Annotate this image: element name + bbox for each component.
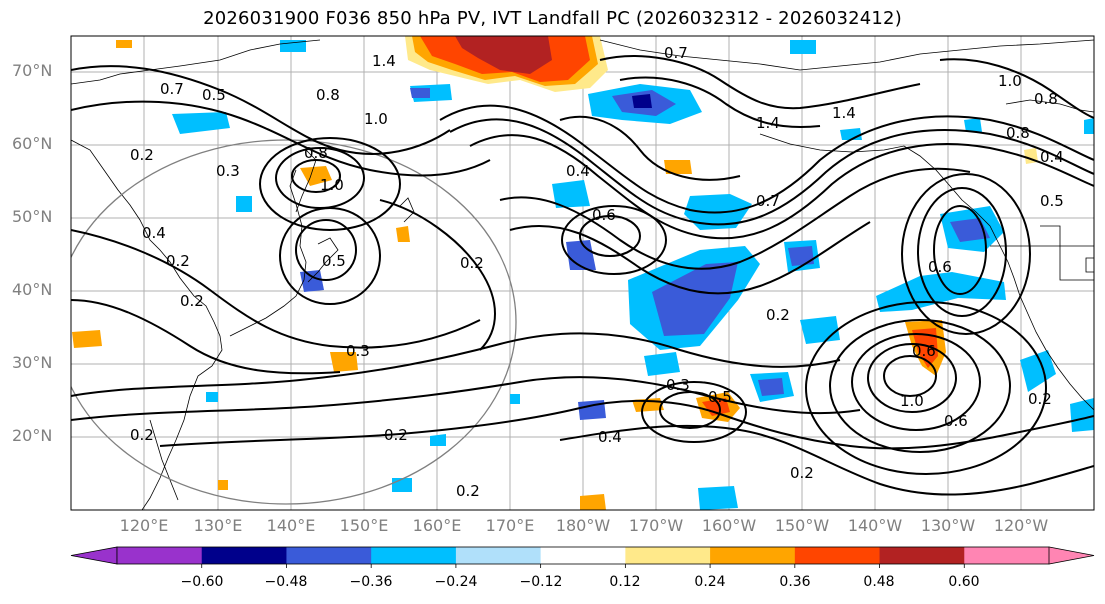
contour-label: 0.8	[316, 86, 340, 104]
contour-label: 1.0	[364, 110, 388, 128]
contour-label: 0.4	[566, 162, 590, 180]
lon-label: 130°W	[920, 516, 976, 535]
lon-label: 160°W	[701, 516, 757, 535]
contour-label: 0.6	[592, 206, 616, 224]
colorbar-tick-label: 0.12	[609, 574, 641, 590]
contour-label: 0.7	[160, 80, 184, 98]
colorbar-extend-max	[1048, 546, 1095, 565]
lat-label: 70°N	[12, 61, 53, 80]
contour-label: 0.6	[912, 342, 936, 360]
contour-label: 1.4	[756, 114, 780, 132]
contour-label: 0.2	[166, 252, 190, 270]
colorbar-frame	[116, 546, 1050, 565]
lat-label: 40°N	[12, 280, 53, 299]
colorbar-tick-label: −0.36	[349, 574, 393, 590]
contour-labels: 0.7 0.5 1.4 1.0 0.8 0.7 0.6 0.8 0.5 0.4 …	[130, 44, 1064, 500]
colorbar-segment	[286, 547, 372, 564]
contour-label: 0.2	[1028, 390, 1052, 408]
lon-label: 170°E	[485, 516, 535, 535]
colorbar-tick-label: 0.48	[863, 574, 895, 590]
contour-label: 0.2	[130, 426, 154, 444]
contour-label: 0.2	[460, 254, 484, 272]
contour-label: 1.0	[900, 392, 924, 410]
lon-label: 170°W	[628, 516, 684, 535]
pv-negative-shading	[172, 40, 1094, 510]
colorbar-extend-min	[70, 546, 118, 565]
contour-label: 1.0	[998, 72, 1022, 90]
lon-label: 140°E	[266, 516, 316, 535]
contour-label: 1.4	[832, 104, 856, 122]
contour-label: 0.3	[346, 342, 370, 360]
contour-label: 0.5	[202, 86, 226, 104]
colorbar-tick-label: 0.24	[694, 574, 726, 590]
contour-label: 0.7	[756, 192, 780, 210]
contour-label: 0.8	[304, 144, 328, 162]
contour-label: 0.2	[180, 292, 204, 310]
contour-label: 0.4	[142, 224, 166, 242]
lon-label: 130°E	[193, 516, 243, 535]
plot-frame	[70, 35, 1095, 511]
lon-label: 150°W	[774, 516, 830, 535]
colorbar-segment	[625, 547, 711, 564]
contour-label: 0.3	[216, 162, 240, 180]
colorbar-segment	[964, 547, 1050, 564]
coastlines	[71, 39, 1094, 510]
contour-label: 1.0	[320, 176, 344, 194]
contour-label: 0.5	[322, 252, 346, 270]
colorbar-tick-label: 0.36	[779, 574, 811, 590]
colorbar-tick-label: −0.24	[434, 574, 478, 590]
contour-label: 0.2	[790, 464, 814, 482]
lat-label: 50°N	[12, 207, 53, 226]
pv-positive-shading	[72, 36, 1038, 510]
colorbar-tick-label: −0.48	[264, 574, 308, 590]
contour-label: 0.5	[1040, 192, 1064, 210]
ivt-contours	[71, 55, 1094, 496]
lon-label: 140°W	[847, 516, 903, 535]
lon-label: 160°E	[412, 516, 462, 535]
contour-label: 0.2	[456, 482, 480, 500]
colorbar-segment	[117, 547, 203, 564]
colorbar-segment	[540, 547, 626, 564]
contour-label: 0.2	[130, 146, 154, 164]
lat-label: 20°N	[12, 426, 53, 445]
lon-label: 150°E	[339, 516, 389, 535]
colorbar-segment	[455, 547, 542, 564]
lat-label: 30°N	[12, 353, 53, 372]
colorbar-segment	[710, 547, 796, 564]
contour-label: 0.8	[1034, 90, 1058, 108]
contour-label: 0.3	[666, 376, 690, 394]
colorbar-segment	[201, 547, 287, 564]
map-title: 2026031900 F036 850 hPa PV, IVT Landfall…	[203, 8, 902, 29]
lon-label: 120°E	[119, 516, 169, 535]
colorbar	[70, 546, 1095, 568]
contour-label: 0.5	[708, 388, 732, 406]
lon-label: 180°W	[555, 516, 611, 535]
lat-label: 60°N	[12, 134, 53, 153]
colorbar-tick-label: −0.12	[519, 574, 563, 590]
contour-label: 0.2	[384, 426, 408, 444]
contour-label: 1.4	[372, 52, 396, 70]
colorbar-segment	[794, 547, 881, 564]
contour-label: 0.6	[928, 258, 952, 276]
contour-label: 0.4	[1040, 148, 1064, 166]
colorbar-segment	[879, 547, 965, 564]
contour-label: 0.6	[944, 412, 968, 430]
colorbar-tick-label: 0.60	[948, 574, 980, 590]
contour-label: 0.8	[1006, 124, 1030, 142]
contour-label: 0.4	[598, 428, 622, 446]
contour-label: 0.2	[766, 306, 790, 324]
colorbar-segment	[371, 547, 457, 564]
colorbar-tick-label: −0.60	[180, 574, 224, 590]
reference-circle	[71, 139, 517, 505]
lon-label: 120°W	[993, 516, 1049, 535]
contour-label: 0.7	[664, 44, 688, 62]
